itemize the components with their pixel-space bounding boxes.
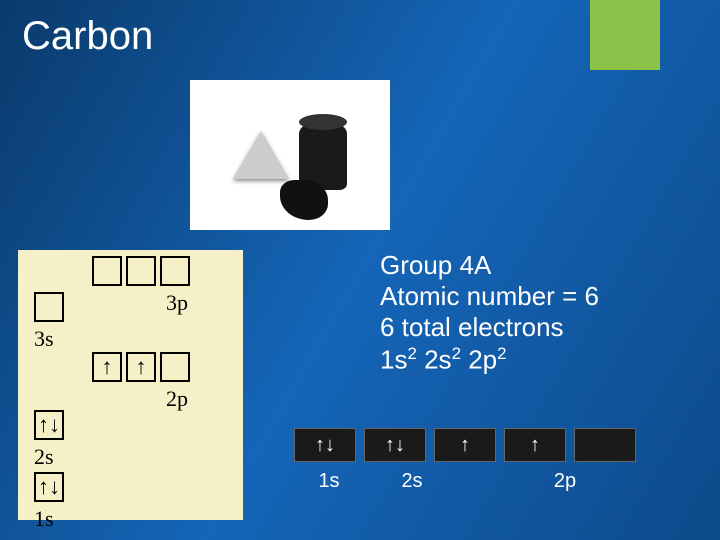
orbital-label-1s: 1s	[34, 506, 54, 532]
orbital-box	[160, 352, 190, 382]
coal-icon	[280, 180, 328, 220]
info-group: Group 4A	[380, 250, 599, 281]
electron-box-label: 2p	[530, 470, 600, 493]
orbital-box	[34, 292, 64, 322]
element-info: Group 4A Atomic number = 6 6 total elect…	[380, 250, 599, 375]
orbital-box: ↑	[92, 352, 122, 382]
orbital-energy-diagram: 3s3p↑↑2p↑↓2s↑↓1s	[18, 250, 243, 520]
orbital-box: ↑	[126, 352, 156, 382]
orbital-row-2s: ↑↓	[34, 410, 68, 440]
info-electron-count: 6 total electrons	[380, 312, 599, 343]
orbital-box: ↑↓	[34, 472, 64, 502]
electron-box: ↑↓	[364, 428, 426, 462]
electron-box-label	[460, 470, 530, 493]
orbital-row-1s: ↑↓	[34, 472, 68, 502]
orbital-row-3s	[34, 292, 68, 322]
orbital-label-2s: 2s	[34, 444, 54, 470]
electron-box: ↑	[504, 428, 566, 462]
electron-box-label	[600, 470, 670, 493]
diamond-icon	[233, 131, 289, 179]
orbital-box	[160, 256, 190, 286]
orbital-box: ↑↓	[34, 410, 64, 440]
electron-box-labels: 1s2s 2p	[294, 470, 670, 493]
electron-box: ↑	[434, 428, 496, 462]
electron-box-label: 2s	[364, 470, 460, 493]
electron-box-row: ↑↓↑↓↑↑	[294, 428, 636, 462]
orbital-box	[92, 256, 122, 286]
orbital-row-2p: ↑↑	[92, 352, 194, 382]
electron-box: ↑↓	[294, 428, 356, 462]
orbital-label-3p: 3p	[166, 290, 188, 316]
orbital-box	[126, 256, 156, 286]
info-electron-config: 1s2 2s2 2p2	[380, 344, 599, 376]
orbital-label-3s: 3s	[34, 326, 54, 352]
orbital-row-3p	[92, 256, 194, 286]
accent-block	[590, 0, 660, 70]
orbital-label-2p: 2p	[166, 386, 188, 412]
carbon-photo	[190, 80, 390, 230]
electron-box	[574, 428, 636, 462]
electron-box-label: 1s	[294, 470, 364, 493]
page-title: Carbon	[22, 14, 153, 59]
info-atomic-number: Atomic number = 6	[380, 281, 599, 312]
